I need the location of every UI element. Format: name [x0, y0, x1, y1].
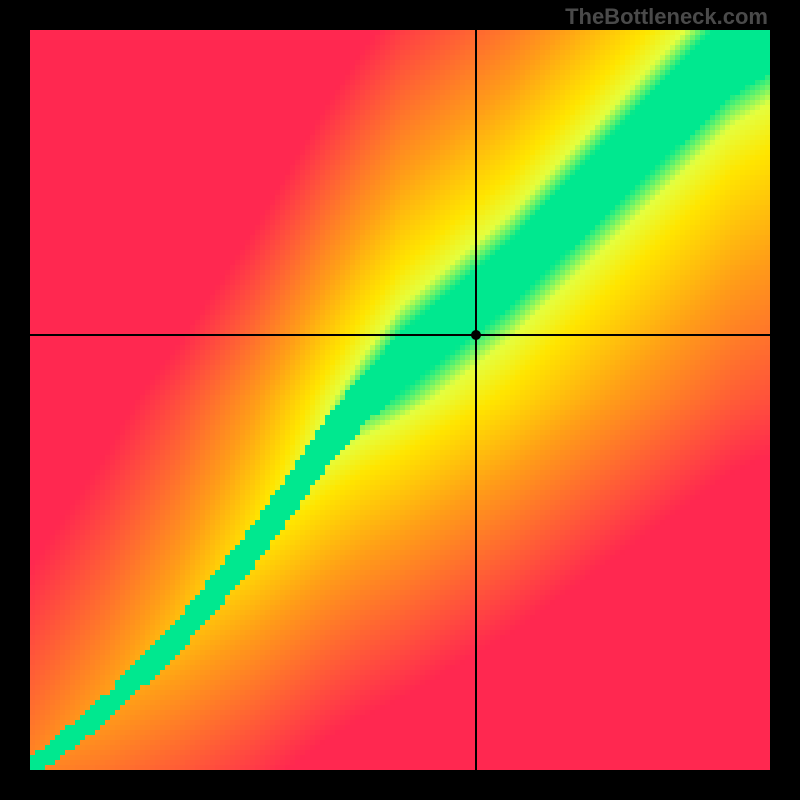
heatmap-plot — [30, 30, 770, 770]
frame-bottom — [0, 770, 800, 800]
crosshair-horizontal — [30, 334, 770, 336]
heatmap-canvas — [30, 30, 770, 770]
frame-left — [0, 30, 30, 770]
crosshair-vertical — [475, 30, 477, 770]
frame-right — [770, 30, 800, 770]
watermark-text: TheBottleneck.com — [565, 4, 768, 30]
